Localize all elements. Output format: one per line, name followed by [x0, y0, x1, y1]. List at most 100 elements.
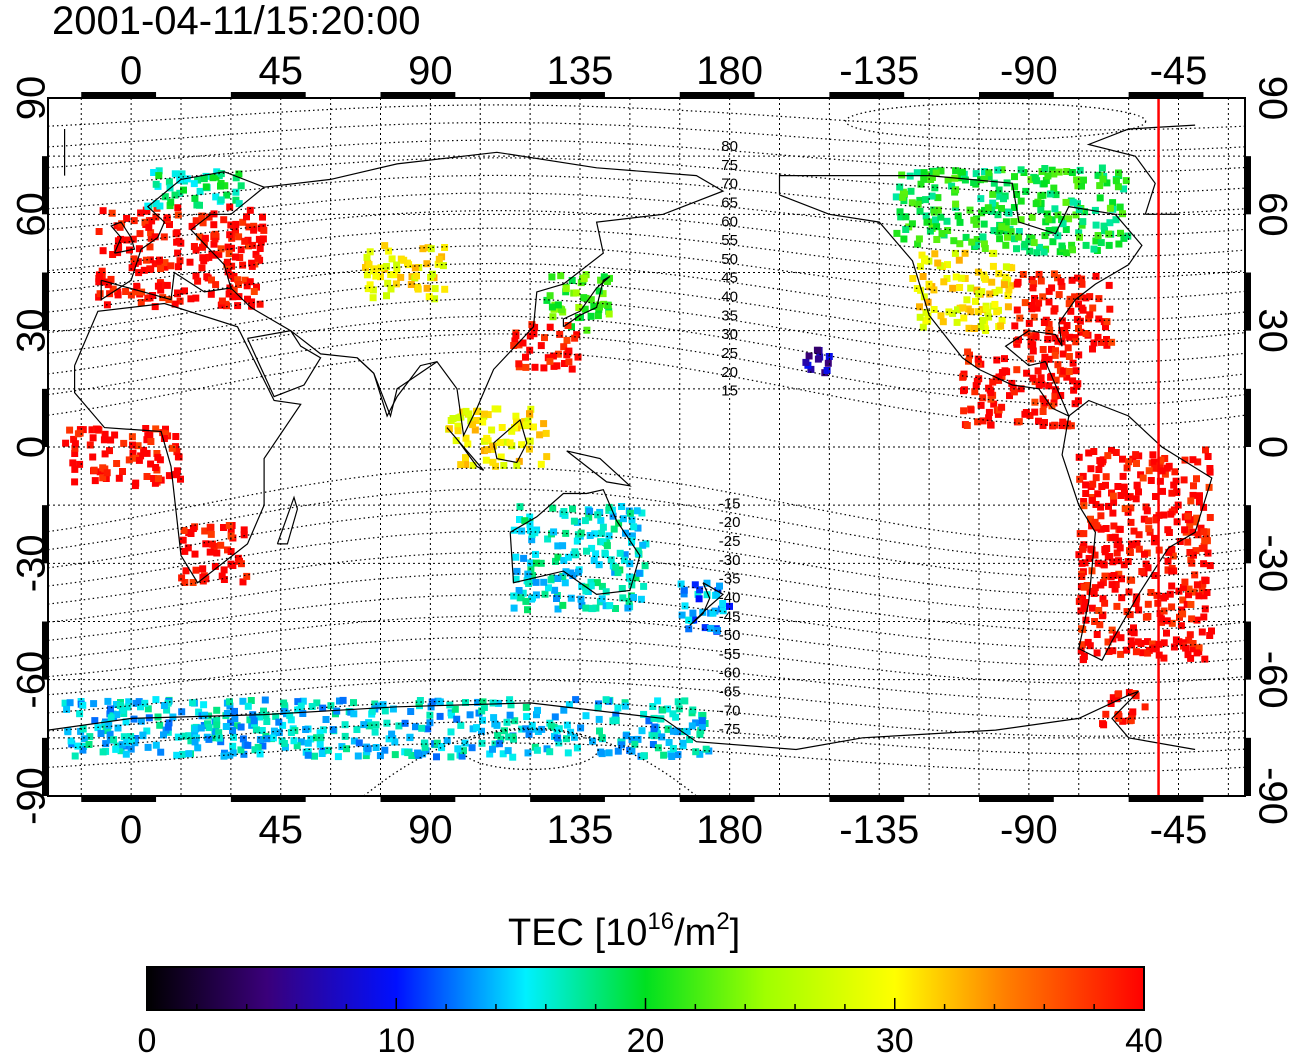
tec-cell: [135, 698, 143, 706]
tec-cell: [136, 230, 144, 238]
contour-line: [48, 742, 1245, 772]
tec-cell: [1156, 477, 1164, 485]
tec-cell: [200, 175, 208, 183]
tec-cell: [393, 261, 401, 269]
tec-cell: [1025, 238, 1033, 246]
tec-cell: [80, 735, 88, 743]
tec-cell: [1081, 605, 1089, 612]
tec-cell: [112, 701, 120, 708]
tec-cell: [1135, 545, 1143, 553]
tec-cell: [981, 325, 989, 333]
tec-cell: [908, 220, 916, 228]
tec-cell: [1077, 607, 1085, 615]
tec-cell: [685, 616, 693, 624]
tec-cell: [564, 749, 572, 757]
tec-cell: [1011, 173, 1018, 181]
tec-cell: [381, 242, 389, 250]
tec-cell: [217, 170, 225, 178]
tec-cell: [965, 324, 973, 332]
tec-cell: [201, 527, 209, 535]
tec-cell: [122, 750, 130, 758]
tec-cell: [1015, 233, 1023, 241]
tec-cell: [247, 697, 255, 704]
tec-cell: [1037, 374, 1045, 382]
tec-cell: [944, 227, 952, 234]
tec-cell: [1141, 550, 1148, 558]
tec-cell: [596, 727, 603, 735]
tec-cell: [1092, 221, 1100, 229]
tec-cell: [334, 753, 342, 761]
top-lon-tick-label: -135: [839, 49, 919, 93]
tec-cell: [892, 193, 900, 201]
tec-cell: [131, 288, 139, 296]
tec-cell: [152, 180, 160, 188]
tec-cell: [161, 259, 169, 267]
tec-cell: [587, 582, 595, 590]
tec-cell: [593, 579, 601, 587]
tec-cell: [324, 746, 332, 754]
tec-cell: [1195, 592, 1203, 600]
tec-cell: [1055, 291, 1063, 299]
left-lat-tick-label: -30: [10, 534, 54, 592]
tec-cell: [208, 540, 216, 548]
tec-cell: [287, 729, 295, 736]
tec-cell: [714, 587, 722, 595]
tec-cell: [199, 573, 207, 581]
tec-cell: [1100, 561, 1108, 569]
tec-cell: [1075, 229, 1083, 237]
tec-cell: [90, 466, 98, 474]
tec-cell: [1029, 347, 1037, 355]
tec-cell: [896, 183, 904, 191]
tec-cell: [940, 278, 948, 286]
tec-cell: [1130, 624, 1137, 632]
tec-cell: [1071, 293, 1079, 301]
tec-cell: [224, 268, 232, 276]
tec-cell: [304, 739, 312, 747]
tec-cell: [1132, 600, 1140, 608]
tec-cell: [1002, 263, 1010, 271]
tec-cell: [248, 298, 256, 306]
tec-cell: [181, 579, 189, 586]
tec-cell: [495, 740, 503, 748]
tec-cell: [1039, 408, 1047, 415]
tec-cell: [141, 218, 149, 226]
tec-cell: [237, 246, 245, 254]
tec-cell: [381, 746, 389, 754]
tec-cell: [970, 179, 978, 186]
tec-cell: [1168, 582, 1176, 590]
tec-cell: [698, 723, 706, 731]
tec-cell: [938, 230, 946, 237]
tec-cell: [142, 425, 150, 432]
tec-cell: [1008, 264, 1016, 272]
tec-cell: [1151, 534, 1158, 542]
tec-cell: [518, 725, 526, 733]
tec-cell: [198, 212, 206, 220]
tec-cell: [1111, 585, 1119, 593]
tec-cell: [250, 226, 258, 234]
tec-cell: [1127, 518, 1135, 526]
top-lon-tick-label: 90: [408, 49, 453, 93]
tec-cell: [638, 509, 646, 517]
contour-line: [48, 509, 1245, 579]
tec-cell: [628, 516, 636, 524]
frame-bar: [530, 92, 605, 98]
tec-cell: [519, 589, 527, 597]
tec-cell: [918, 251, 926, 259]
colorbar-label-sup1: 16: [647, 908, 674, 935]
tec-cell: [1103, 336, 1110, 343]
tec-cell: [1048, 284, 1056, 292]
tec-cell: [163, 706, 171, 714]
bottom-axis-labels: 0 45 90 135 180 -135 -90 -45: [120, 808, 1207, 852]
tec-cell: [1078, 280, 1086, 288]
tec-cell: [527, 559, 535, 567]
tec-cell: [488, 426, 496, 434]
tec-cell: [552, 557, 559, 565]
tec-cell: [1188, 559, 1196, 567]
tec-cell: [454, 427, 462, 435]
tec-cell: [1038, 380, 1046, 388]
tec-cell: [207, 290, 215, 298]
tec-cell: [1113, 602, 1121, 610]
left-lat-tick-label: -90: [10, 767, 54, 825]
colorbar-tick-label: 0: [138, 1022, 157, 1057]
tec-cell: [161, 263, 169, 271]
